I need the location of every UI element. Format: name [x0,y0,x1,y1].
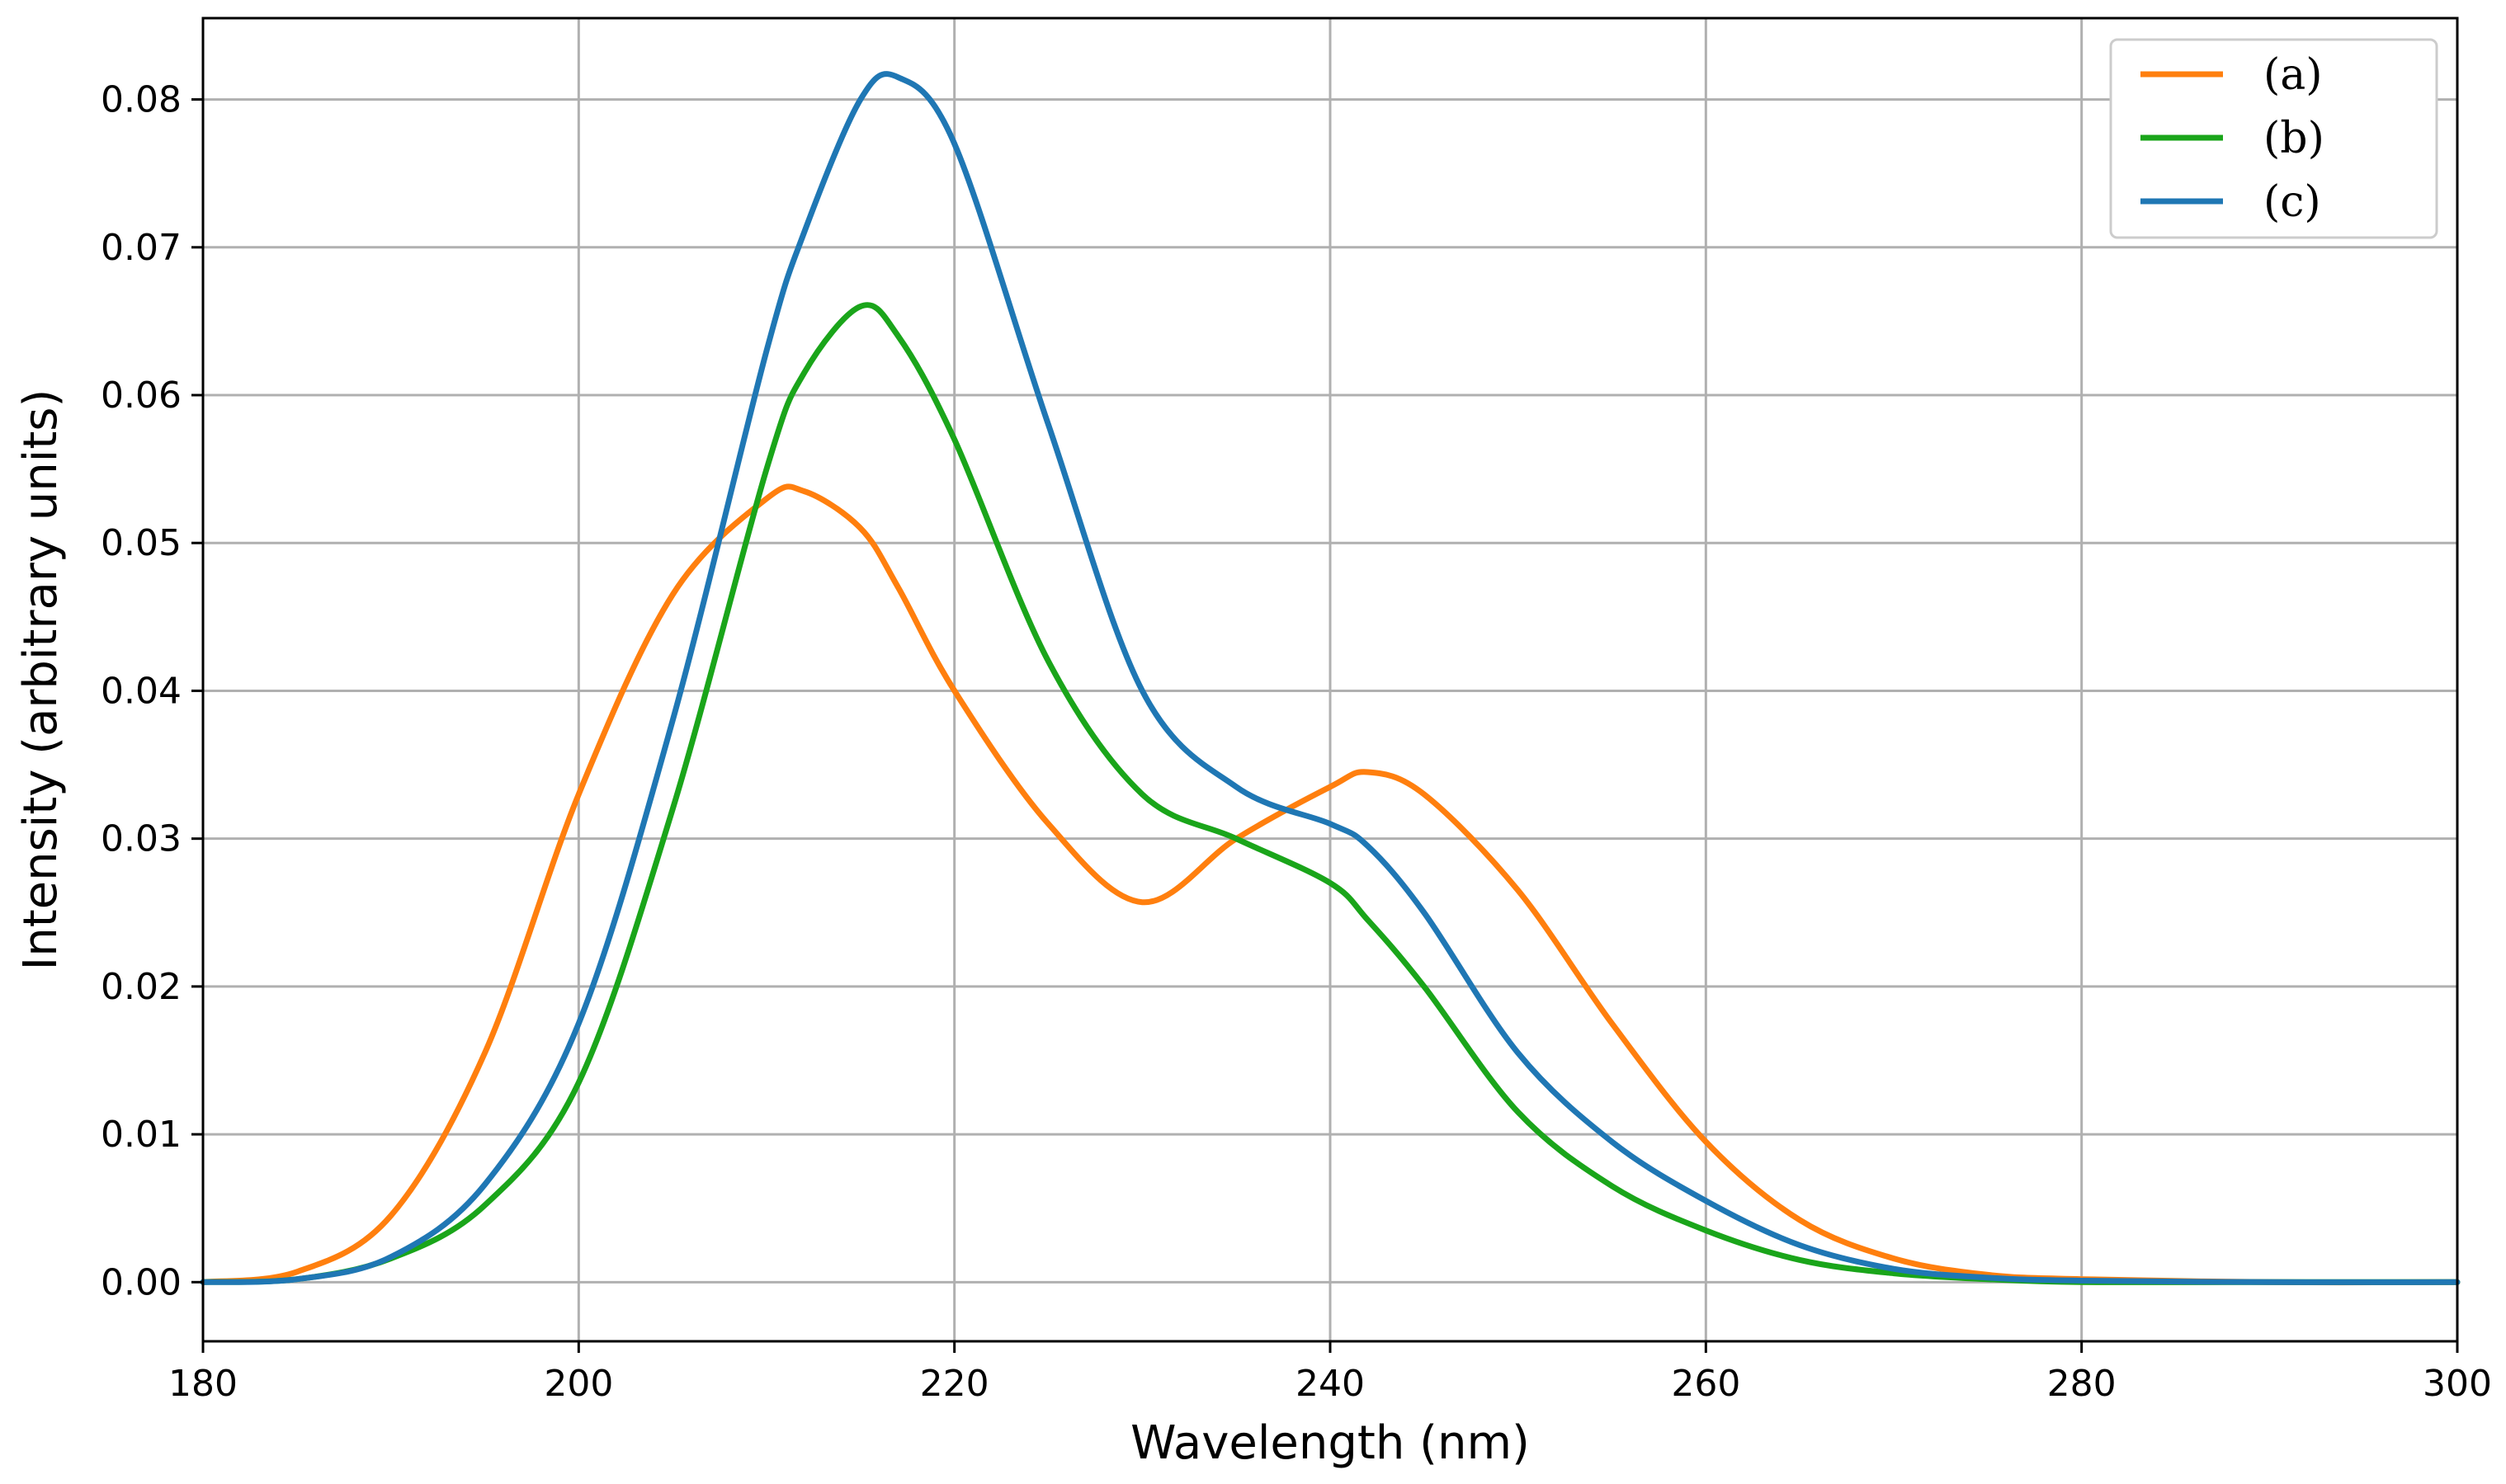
y-tick-label: 0.00 [101,1261,182,1303]
series-line-b [200,302,2461,1286]
y-axis-title: Intensity (arbitrary units) [14,389,68,971]
y-tick-label: 0.02 [101,966,182,1008]
series-lines [200,71,2461,1286]
legend-label: (a) [2263,50,2323,100]
y-tick-label: 0.03 [101,818,182,860]
x-tick-label: 200 [544,1363,613,1405]
y-tick-label: 0.01 [101,1114,182,1156]
x-tick-label: 280 [2047,1363,2117,1405]
legend-label: (c) [2263,177,2321,227]
y-tick-label: 0.04 [101,670,182,712]
legend-box [2109,38,2438,239]
y-tick-label: 0.05 [101,522,182,564]
grid-lines [201,18,2459,1341]
x-tick-label: 220 [920,1363,989,1405]
x-axis-title: Wavelength (nm) [1130,1416,1530,1470]
legend-label: (b) [2263,114,2324,163]
axis-ticks: 180 200 220 240 260 280 300 0.00 0.01 0.02 0.03 0.0… [101,79,2492,1405]
legend: (a) (b) (c) [2109,38,2438,239]
x-tick-label: 180 [168,1363,238,1405]
y-tick-label: 0.08 [101,79,182,121]
series-line-c [200,71,2461,1285]
x-tick-label: 240 [1295,1363,1365,1405]
y-tick-label: 0.07 [101,227,182,269]
y-tick-label: 0.06 [101,375,182,417]
x-tick-label: 300 [2423,1363,2492,1405]
x-tick-label: 260 [1671,1363,1740,1405]
series-line-a [200,483,2461,1286]
